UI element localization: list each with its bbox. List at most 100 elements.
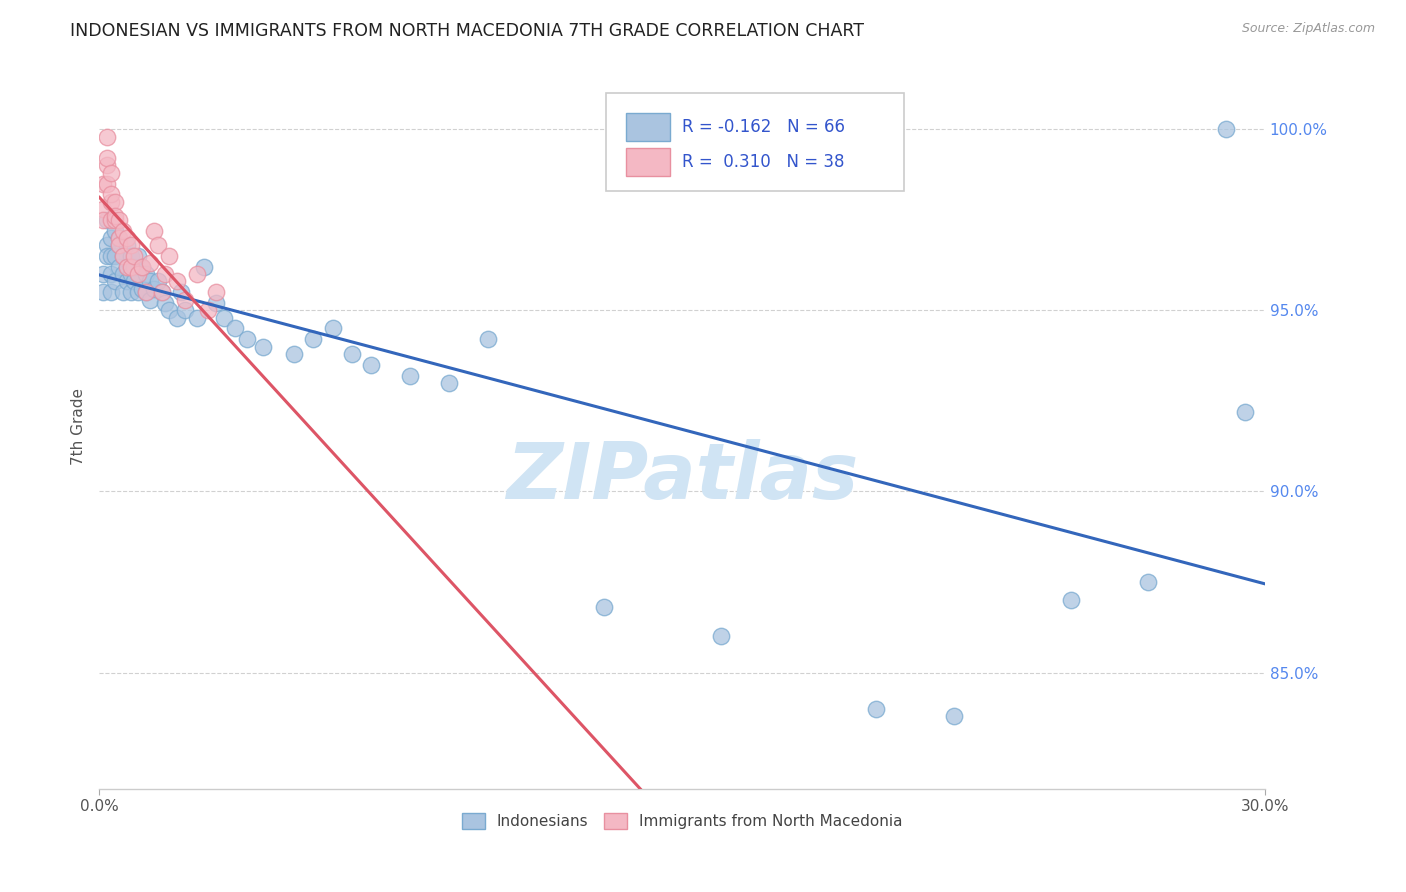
Point xyxy=(205,285,228,300)
Point xyxy=(477,332,499,346)
Point xyxy=(166,310,188,325)
Point xyxy=(96,159,118,173)
Point xyxy=(150,285,173,300)
Point xyxy=(322,321,344,335)
Point xyxy=(186,310,208,325)
Point xyxy=(302,332,325,346)
Point xyxy=(224,321,246,335)
Point xyxy=(155,296,177,310)
Text: INDONESIAN VS IMMIGRANTS FROM NORTH MACEDONIA 7TH GRADE CORRELATION CHART: INDONESIAN VS IMMIGRANTS FROM NORTH MACE… xyxy=(70,22,865,40)
Point xyxy=(104,212,127,227)
Point xyxy=(111,267,134,281)
Point xyxy=(186,267,208,281)
Point xyxy=(108,238,131,252)
Y-axis label: 7th Grade: 7th Grade xyxy=(72,388,86,465)
Point xyxy=(710,629,733,643)
Point xyxy=(142,282,165,296)
Text: R = -0.162   N = 66: R = -0.162 N = 66 xyxy=(682,118,845,136)
Point xyxy=(399,368,422,383)
Text: ZIPatlas: ZIPatlas xyxy=(506,439,858,515)
Legend: Indonesians, Immigrants from North Macedonia: Indonesians, Immigrants from North Maced… xyxy=(456,807,908,835)
Text: Source: ZipAtlas.com: Source: ZipAtlas.com xyxy=(1241,22,1375,36)
Point xyxy=(100,249,122,263)
Point xyxy=(146,274,169,288)
Point xyxy=(124,274,146,288)
Point xyxy=(1137,575,1160,590)
Point xyxy=(212,310,235,325)
Point xyxy=(100,212,122,227)
Point xyxy=(157,303,180,318)
Point xyxy=(111,249,134,263)
Point xyxy=(108,231,131,245)
Point xyxy=(100,231,122,245)
Point xyxy=(108,260,131,274)
Point xyxy=(131,282,153,296)
Point xyxy=(283,347,305,361)
Point xyxy=(155,267,177,281)
Point xyxy=(115,260,138,274)
Point xyxy=(100,187,122,202)
Point xyxy=(135,285,157,300)
Point xyxy=(111,224,134,238)
Point xyxy=(100,166,122,180)
Point xyxy=(174,303,197,318)
Point xyxy=(150,285,173,300)
Text: R =  0.310   N = 38: R = 0.310 N = 38 xyxy=(682,153,845,171)
Point xyxy=(96,249,118,263)
Point xyxy=(236,332,259,346)
Point xyxy=(120,249,142,263)
Bar xyxy=(626,148,671,176)
Point xyxy=(127,267,149,281)
Point xyxy=(865,702,887,716)
Point xyxy=(100,194,122,209)
Point xyxy=(146,238,169,252)
Point xyxy=(1059,593,1081,607)
Point xyxy=(193,260,215,274)
Point xyxy=(108,231,131,245)
Point xyxy=(115,274,138,288)
Point xyxy=(131,260,153,274)
Point xyxy=(205,296,228,310)
Point xyxy=(96,129,118,144)
Point xyxy=(104,224,127,238)
Point xyxy=(91,267,114,281)
Point xyxy=(437,376,460,390)
Point xyxy=(197,303,219,318)
Point xyxy=(96,212,118,227)
FancyBboxPatch shape xyxy=(606,93,904,191)
Point xyxy=(139,256,162,270)
Point xyxy=(139,274,162,288)
Point xyxy=(135,285,157,300)
Point xyxy=(111,285,134,300)
Point xyxy=(124,249,146,263)
Point xyxy=(120,260,142,274)
Point xyxy=(115,231,138,245)
Point xyxy=(120,267,142,281)
Point xyxy=(115,260,138,274)
Point xyxy=(135,267,157,281)
Point xyxy=(104,194,127,209)
Point xyxy=(1234,405,1257,419)
Point xyxy=(91,177,114,191)
Point xyxy=(104,209,127,223)
Point xyxy=(111,249,134,263)
Point xyxy=(115,238,138,252)
Point xyxy=(108,212,131,227)
Point xyxy=(96,177,118,191)
Point xyxy=(100,285,122,300)
Point xyxy=(108,238,131,252)
Point xyxy=(127,267,149,281)
Point xyxy=(139,293,162,307)
Point xyxy=(593,600,616,615)
Point xyxy=(124,260,146,274)
Point xyxy=(91,212,114,227)
Point xyxy=(91,285,114,300)
Point xyxy=(157,249,180,263)
Point xyxy=(943,709,966,723)
Point xyxy=(120,285,142,300)
Bar xyxy=(626,113,671,141)
Point xyxy=(142,224,165,238)
Point xyxy=(166,274,188,288)
Point xyxy=(174,293,197,307)
Point xyxy=(170,285,193,300)
